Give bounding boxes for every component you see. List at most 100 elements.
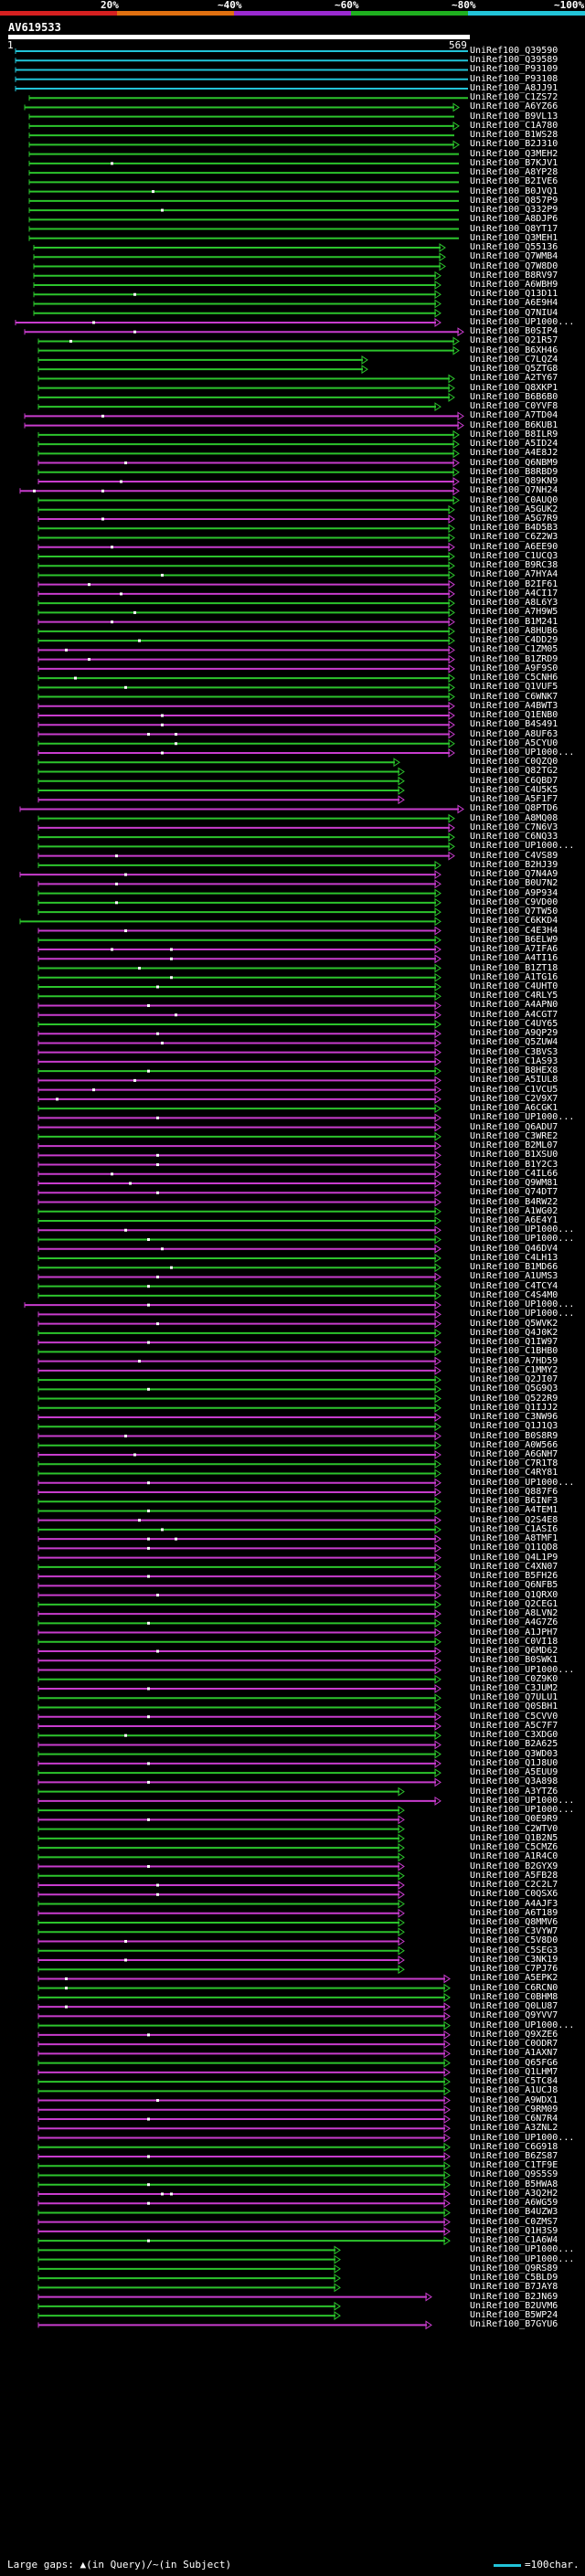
hit-label[interactable]: UniRef100_A5IUL8 — [470, 1075, 558, 1086]
hit-label[interactable]: UniRef100_A6YZ66 — [470, 101, 558, 112]
hit-label[interactable]: UniRef100_A1JPH7 — [470, 1627, 558, 1638]
hit-label[interactable]: UniRef100_Q4J0K2 — [470, 1327, 558, 1338]
hit-label[interactable]: UniRef100_B2IF61 — [470, 578, 558, 589]
hit-label[interactable]: UniRef100_B5WP24 — [470, 2310, 558, 2321]
hit-label[interactable]: UniRef100_B2UVM6 — [470, 2300, 558, 2311]
hit-label[interactable]: UniRef100_UP1000... — [470, 1477, 575, 1488]
hit-label[interactable]: UniRef100_Q5ZUW4 — [470, 1037, 558, 1048]
hit-label[interactable]: UniRef100_B6KUB1 — [470, 419, 558, 430]
hit-label[interactable]: UniRef100_A9QP29 — [470, 1028, 558, 1039]
hit-label[interactable]: UniRef100_A1TG16 — [470, 971, 558, 982]
hit-label[interactable]: UniRef100_C3BVS3 — [470, 1046, 558, 1057]
hit-label[interactable]: UniRef100_UP1000... — [470, 2253, 575, 2264]
hit-label[interactable]: UniRef100_UP1000... — [470, 2244, 575, 2255]
hit-label[interactable]: UniRef100_Q1B2N5 — [470, 1832, 558, 1843]
hit-label[interactable]: UniRef100_C3NW96 — [470, 1412, 558, 1423]
hit-label[interactable]: UniRef100_Q6NBM9 — [470, 457, 558, 468]
hit-label[interactable]: UniRef100_B8ILR9 — [470, 429, 558, 440]
hit-label[interactable]: UniRef100_Q7TW50 — [470, 906, 558, 917]
hit-label[interactable]: UniRef100_C1TF9E — [470, 2160, 558, 2171]
hit-label[interactable]: UniRef100_B2JN69 — [470, 2291, 558, 2302]
hit-label[interactable]: UniRef100_Q1IJJ2 — [470, 1402, 558, 1413]
hit-label[interactable]: UniRef100_B6XH46 — [470, 345, 558, 355]
hit-label[interactable]: UniRef100_B1ZT18 — [470, 962, 558, 973]
hit-label[interactable]: UniRef100_C6RCN0 — [470, 1982, 558, 1993]
hit-label[interactable]: UniRef100_C7LQZ4 — [470, 354, 558, 365]
hit-label[interactable]: UniRef100_C0ZMS7 — [470, 2216, 558, 2227]
hit-label[interactable]: UniRef100_C1VCU5 — [470, 1084, 558, 1095]
hit-label[interactable]: UniRef100_A4APN0 — [470, 1000, 558, 1011]
hit-label[interactable]: UniRef100_C0Z9K0 — [470, 1673, 558, 1684]
hit-label[interactable]: UniRef100_Q2JI07 — [470, 1374, 558, 1385]
hit-label[interactable]: UniRef100_A3ZNL2 — [470, 2123, 558, 2134]
hit-label[interactable]: UniRef100_Q9YVV7 — [470, 2010, 558, 2021]
hit-label[interactable]: UniRef100_C4VS89 — [470, 850, 558, 861]
hit-label[interactable]: UniRef100_UP1000... — [470, 1795, 575, 1806]
hit-label[interactable]: UniRef100_A8UF63 — [470, 728, 558, 739]
hit-label[interactable]: UniRef100_B0SWK1 — [470, 1655, 558, 1666]
hit-label[interactable]: UniRef100_UP1000... — [470, 1112, 575, 1123]
hit-label[interactable]: UniRef100_C0QZQ0 — [470, 757, 558, 768]
hit-label[interactable]: UniRef100_Q1IW97 — [470, 1337, 558, 1348]
hit-label[interactable]: UniRef100_C5V8D0 — [470, 1935, 558, 1946]
hit-label[interactable]: UniRef100_C3WRE2 — [470, 1130, 558, 1141]
hit-label[interactable]: UniRef100_A5C7F7 — [470, 1720, 558, 1731]
hit-label[interactable]: UniRef100_Q0LU87 — [470, 2001, 558, 2012]
hit-label[interactable]: UniRef100_UP1000... — [470, 1224, 575, 1235]
hit-label[interactable]: UniRef100_C5CVV0 — [470, 1711, 558, 1722]
hit-label[interactable]: UniRef100_A6CGK1 — [470, 1103, 558, 1114]
hit-label[interactable]: UniRef100_C3VYW7 — [470, 1926, 558, 1937]
hit-label[interactable]: UniRef100_B7KJV1 — [470, 157, 558, 168]
hit-label[interactable]: UniRef100_Q6ADU7 — [470, 1121, 558, 1132]
hit-label[interactable]: UniRef100_B6ZS87 — [470, 2151, 558, 2161]
hit-label[interactable]: UniRef100_C4RLY5 — [470, 991, 558, 1002]
hit-label[interactable]: UniRef100_UP1000... — [470, 841, 575, 852]
hit-label[interactable]: UniRef100_C0VI18 — [470, 1636, 558, 1647]
hit-label[interactable]: UniRef100_C0QSX6 — [470, 1889, 558, 1900]
hit-label[interactable]: UniRef100_B4RW22 — [470, 1196, 558, 1207]
hit-label[interactable]: UniRef100_A7H9W5 — [470, 607, 558, 618]
hit-label[interactable]: UniRef100_C1ASI6 — [470, 1523, 558, 1534]
hit-label[interactable]: UniRef100_B2ML07 — [470, 1140, 558, 1151]
hit-label[interactable]: UniRef100_Q6MD62 — [470, 1646, 558, 1657]
hit-label[interactable]: UniRef100_Q5ZTG8 — [470, 364, 558, 375]
hit-label[interactable]: UniRef100_B1WS28 — [470, 130, 558, 141]
hit-label[interactable]: UniRef100_C4RY81 — [470, 1468, 558, 1479]
hit-label[interactable]: UniRef100_C1A6W4 — [470, 2235, 558, 2246]
hit-label[interactable]: UniRef100_A5EUU9 — [470, 1767, 558, 1778]
hit-label[interactable]: UniRef100_C7PJ76 — [470, 1964, 558, 1975]
hit-label[interactable]: UniRef100_A8HUB6 — [470, 625, 558, 636]
hit-label[interactable]: UniRef100_B8RBD9 — [470, 466, 558, 477]
hit-label[interactable]: UniRef100_Q8PTD6 — [470, 803, 558, 814]
hit-label[interactable]: UniRef100_C6QBD7 — [470, 775, 558, 786]
hit-label[interactable]: UniRef100_UP1000... — [470, 1805, 575, 1816]
hit-label[interactable]: UniRef100_A3Q2H2 — [470, 2188, 558, 2199]
hit-label[interactable]: UniRef100_C1AS93 — [470, 1055, 558, 1066]
hit-label[interactable]: UniRef100_A5FB28 — [470, 1870, 558, 1881]
hit-label[interactable]: UniRef100_Q4L1P9 — [470, 1552, 558, 1563]
hit-label[interactable]: UniRef100_Q39590 — [470, 46, 558, 56]
hit-label[interactable]: UniRef100_A4CI17 — [470, 588, 558, 599]
hit-label[interactable]: UniRef100_UP1000... — [470, 1309, 575, 1320]
hit-label[interactable]: UniRef100_C5SEG3 — [470, 1945, 558, 1956]
hit-label[interactable]: UniRef100_A1AXN7 — [470, 2048, 558, 2059]
hit-label[interactable]: UniRef100_C1ZM05 — [470, 644, 558, 655]
hit-label[interactable]: UniRef100_Q0E9R9 — [470, 1814, 558, 1825]
hit-label[interactable]: UniRef100_C4DD29 — [470, 635, 558, 646]
hit-label[interactable]: UniRef100_C4XN07 — [470, 1561, 558, 1572]
hit-label[interactable]: UniRef100_Q522R9 — [470, 1393, 558, 1404]
hit-label[interactable]: UniRef100_A5CYU0 — [470, 737, 558, 748]
hit-label[interactable]: UniRef100_B1ZRD9 — [470, 653, 558, 664]
hit-label[interactable]: UniRef100_Q3MEH2 — [470, 148, 558, 159]
hit-label[interactable]: UniRef100_Q82TG2 — [470, 766, 558, 777]
hit-label[interactable]: UniRef100_C6G918 — [470, 2141, 558, 2152]
hit-label[interactable]: UniRef100_Q1H3S9 — [470, 2225, 558, 2236]
hit-label[interactable]: UniRef100_Q7NH24 — [470, 485, 558, 496]
hit-label[interactable]: UniRef100_P93109 — [470, 64, 558, 75]
hit-label[interactable]: UniRef100_A8YP28 — [470, 167, 558, 178]
hit-label[interactable]: UniRef100_A4TI16 — [470, 953, 558, 964]
hit-label[interactable]: UniRef100_Q8XKP1 — [470, 382, 558, 393]
hit-label[interactable]: UniRef100_UP1000... — [470, 1234, 575, 1245]
hit-label[interactable]: UniRef100_B1M241 — [470, 616, 558, 627]
hit-label[interactable]: UniRef100_Q9S5S9 — [470, 2169, 558, 2180]
